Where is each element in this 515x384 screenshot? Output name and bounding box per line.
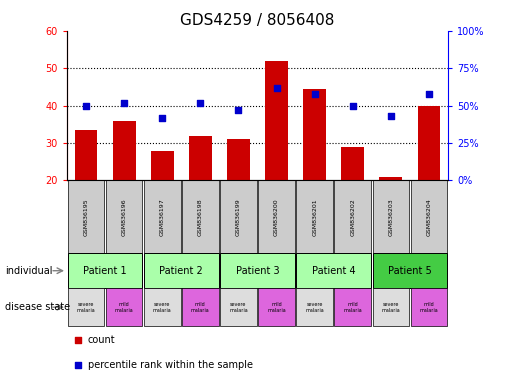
Text: GSM836201: GSM836201 <box>312 198 317 236</box>
Text: severe
malaria: severe malaria <box>77 302 95 313</box>
Text: individual: individual <box>5 266 53 276</box>
Bar <box>220 253 295 288</box>
Bar <box>227 139 250 180</box>
Text: GSM836197: GSM836197 <box>160 198 165 236</box>
Bar <box>410 180 448 253</box>
Text: disease state: disease state <box>5 302 70 312</box>
Bar <box>75 130 97 180</box>
Text: count: count <box>88 335 115 345</box>
Text: Patient 1: Patient 1 <box>83 266 127 276</box>
Text: Patient 2: Patient 2 <box>160 266 203 276</box>
Bar <box>144 253 219 288</box>
Bar <box>151 151 174 180</box>
Bar <box>106 288 143 326</box>
Bar <box>380 177 402 180</box>
Bar <box>144 288 181 326</box>
Point <box>272 84 281 91</box>
Point <box>120 99 128 106</box>
Bar <box>258 180 295 253</box>
Text: mild
malaria: mild malaria <box>267 302 286 313</box>
Bar <box>265 61 288 180</box>
Point <box>158 114 166 121</box>
Point <box>196 99 204 106</box>
Text: Patient 5: Patient 5 <box>388 266 432 276</box>
Text: severe
malaria: severe malaria <box>305 302 324 313</box>
Text: GSM836198: GSM836198 <box>198 198 203 236</box>
Bar <box>372 288 409 326</box>
Bar <box>113 121 135 180</box>
Point <box>425 91 433 97</box>
Text: mild
malaria: mild malaria <box>344 302 362 313</box>
Bar <box>410 288 448 326</box>
Bar <box>220 180 257 253</box>
Text: GSM836202: GSM836202 <box>350 198 355 236</box>
Bar <box>67 180 105 253</box>
Bar <box>106 180 143 253</box>
Text: GSM836203: GSM836203 <box>388 198 393 236</box>
Bar <box>334 288 371 326</box>
Bar <box>296 180 333 253</box>
Bar <box>418 106 440 180</box>
Text: GSM836200: GSM836200 <box>274 198 279 236</box>
Text: GSM836195: GSM836195 <box>83 198 89 236</box>
Text: severe
malaria: severe malaria <box>382 302 400 313</box>
Text: GSM836196: GSM836196 <box>122 198 127 236</box>
Bar <box>303 89 326 180</box>
Bar <box>341 147 364 180</box>
Text: Patient 4: Patient 4 <box>312 266 355 276</box>
Point <box>349 103 357 109</box>
Bar <box>296 253 371 288</box>
Text: GSM836204: GSM836204 <box>426 198 432 236</box>
Bar <box>67 253 143 288</box>
Bar <box>189 136 212 180</box>
Bar <box>258 288 295 326</box>
Text: mild
malaria: mild malaria <box>191 302 210 313</box>
Point <box>82 103 90 109</box>
Bar <box>334 180 371 253</box>
Text: mild
malaria: mild malaria <box>115 302 133 313</box>
Text: mild
malaria: mild malaria <box>420 302 438 313</box>
Text: severe
malaria: severe malaria <box>229 302 248 313</box>
Point <box>74 362 82 368</box>
Point <box>387 113 395 119</box>
Text: severe
malaria: severe malaria <box>153 302 171 313</box>
Text: Patient 3: Patient 3 <box>236 266 279 276</box>
Text: percentile rank within the sample: percentile rank within the sample <box>88 360 253 370</box>
Bar <box>67 288 105 326</box>
Text: GSM836199: GSM836199 <box>236 198 241 236</box>
Point <box>74 337 82 343</box>
Bar <box>372 180 409 253</box>
Title: GDS4259 / 8056408: GDS4259 / 8056408 <box>180 13 335 28</box>
Point <box>234 107 243 113</box>
Bar <box>182 180 219 253</box>
Bar <box>296 288 333 326</box>
Bar <box>144 180 181 253</box>
Point <box>311 91 319 97</box>
Bar <box>372 253 448 288</box>
Bar <box>182 288 219 326</box>
Bar <box>220 288 257 326</box>
